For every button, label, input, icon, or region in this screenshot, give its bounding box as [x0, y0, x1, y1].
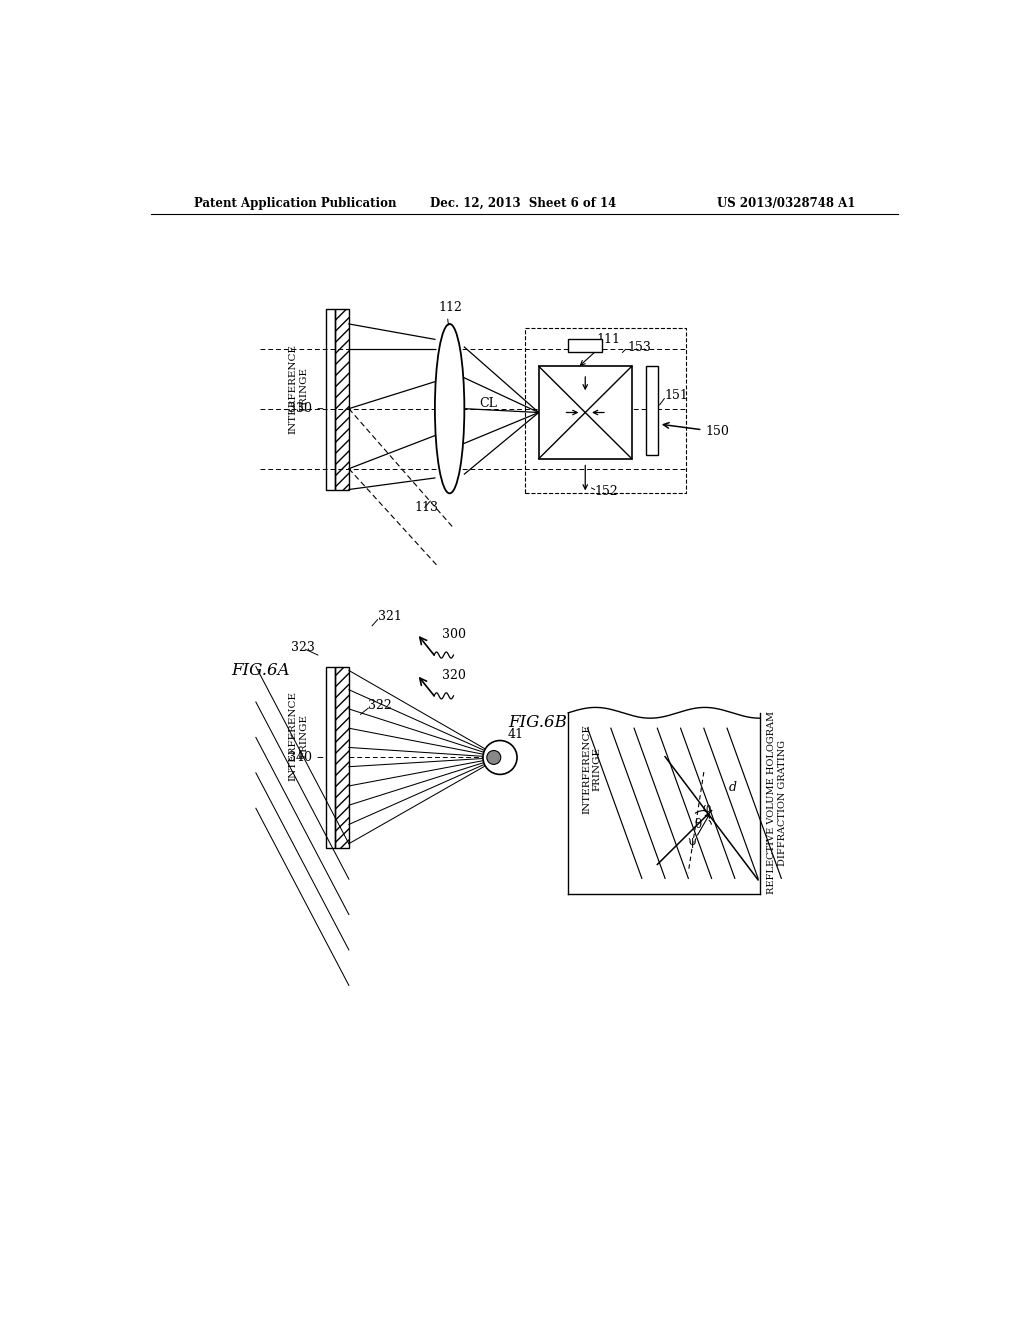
Bar — [326, 667, 335, 847]
Bar — [326, 309, 335, 490]
Text: REFLECTIVE VOLUME HOLOGRAM
DIFFRACTION GRATING: REFLECTIVE VOLUME HOLOGRAM DIFFRACTION G… — [767, 711, 786, 895]
Text: φ: φ — [702, 803, 711, 816]
Text: 112: 112 — [438, 301, 462, 325]
Text: CL: CL — [479, 397, 497, 409]
Ellipse shape — [435, 323, 464, 494]
Text: INTERFERENCE
FRINGE: INTERFERENCE FRINGE — [289, 690, 308, 781]
Text: Patent Application Publication: Patent Application Publication — [194, 197, 396, 210]
Text: INTERFERENCE
FRINGE: INTERFERENCE FRINGE — [583, 725, 601, 814]
Text: 150: 150 — [664, 422, 729, 438]
Text: 330: 330 — [289, 403, 323, 416]
Bar — [568, 339, 602, 352]
Bar — [335, 309, 349, 490]
Text: INTERFERENCE
FRINGE: INTERFERENCE FRINGE — [289, 345, 308, 434]
Text: ψ: ψ — [687, 836, 696, 849]
Text: 300: 300 — [442, 628, 466, 640]
Text: θ: θ — [694, 817, 701, 830]
Text: 322: 322 — [369, 698, 392, 711]
Text: FIG.6A: FIG.6A — [231, 661, 290, 678]
Text: 153: 153 — [628, 341, 651, 354]
Text: 321: 321 — [378, 610, 401, 623]
Text: 340: 340 — [289, 751, 323, 764]
Bar — [335, 667, 349, 847]
Text: 152: 152 — [595, 484, 618, 498]
Text: 41: 41 — [508, 727, 523, 741]
Text: 320: 320 — [442, 668, 466, 681]
Bar — [539, 367, 632, 459]
Text: FIG.6B: FIG.6B — [508, 714, 566, 731]
Text: 323: 323 — [291, 640, 314, 653]
Text: d: d — [729, 781, 736, 795]
Circle shape — [486, 751, 501, 764]
Text: US 2013/0328748 A1: US 2013/0328748 A1 — [717, 197, 855, 210]
Bar — [524, 327, 686, 494]
Text: 151: 151 — [665, 389, 688, 403]
Circle shape — [483, 741, 517, 775]
Text: 111: 111 — [581, 333, 621, 366]
Text: Dec. 12, 2013  Sheet 6 of 14: Dec. 12, 2013 Sheet 6 of 14 — [430, 197, 616, 210]
Bar — [646, 367, 658, 455]
Text: 113: 113 — [415, 500, 438, 513]
